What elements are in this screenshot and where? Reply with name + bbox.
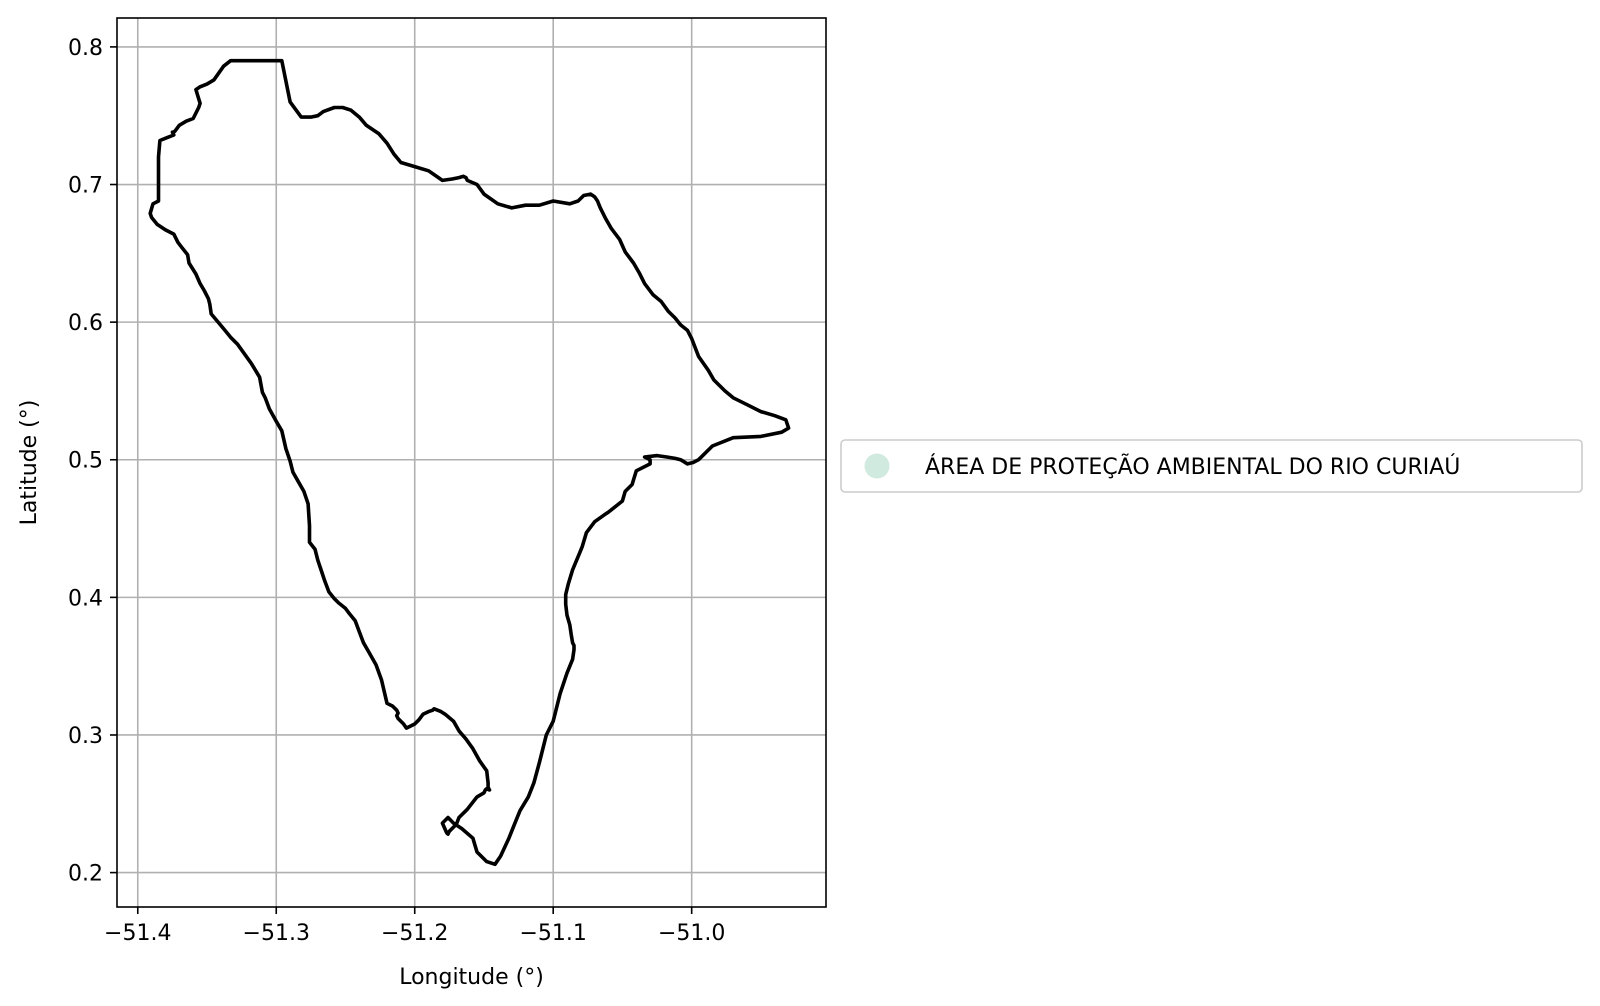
legend-marker: [864, 453, 890, 479]
y-tick-label: 0.5: [68, 449, 103, 474]
area-boundary-outline: [148, 58, 791, 867]
x-tick-label: −51.1: [519, 921, 586, 946]
x-tick-label: −51.4: [104, 921, 171, 946]
y-tick-label: 0.2: [68, 862, 103, 887]
axes-frame: [116, 17, 827, 908]
x-tick-label: −51.3: [243, 921, 310, 946]
y-tick-label: 0.7: [68, 174, 103, 199]
x-tick-label: −51.0: [658, 921, 725, 946]
y-tick-label: 0.4: [68, 586, 103, 611]
y-axis-ticks: 0.2 0.3 0.4 0.5 0.6 0.7 0.8: [68, 36, 117, 887]
x-axis-label: Longitude (°): [399, 965, 544, 990]
boundary-layer: [148, 58, 791, 867]
legend-entry-label: ÁREA DE PROTEÇÃO AMBIENTAL DO RIO CURIAÚ: [925, 453, 1460, 480]
x-axis-ticks: −51.4 −51.3 −51.2 −51.1 −51.0: [104, 907, 725, 946]
x-tick-label: −51.2: [381, 921, 448, 946]
y-tick-label: 0.3: [68, 724, 103, 749]
legend-box: [840, 439, 1583, 493]
y-axis-label: Latitude (°): [17, 400, 42, 526]
y-tick-label: 0.6: [68, 311, 103, 336]
y-tick-label: 0.8: [68, 36, 103, 61]
legend: ÁREA DE PROTEÇÃO AMBIENTAL DO RIO CURIAÚ: [840, 439, 1583, 493]
